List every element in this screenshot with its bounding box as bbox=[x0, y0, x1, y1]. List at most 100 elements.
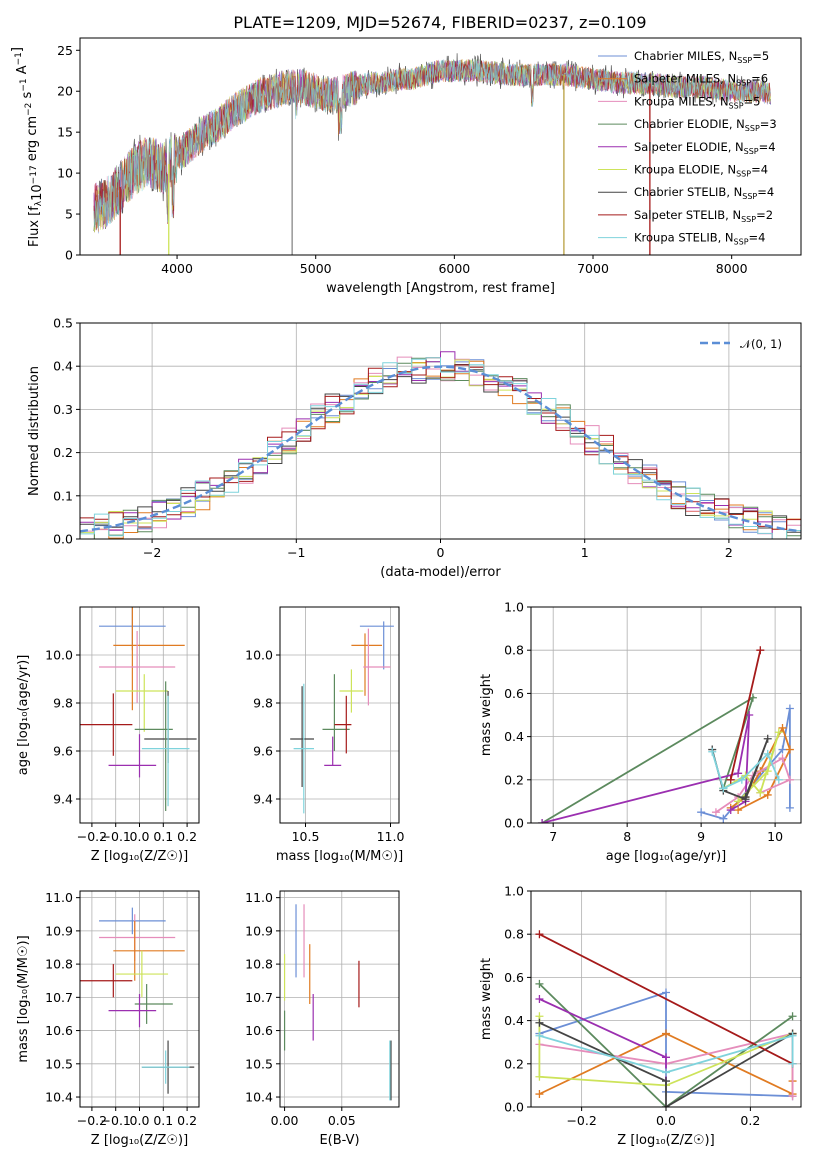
residuals-x-axis-label: (data-model)/error bbox=[380, 565, 501, 580]
legend-entry: Kroupa ELODIE, NSSP=4 bbox=[634, 163, 768, 179]
weight-marker bbox=[788, 1059, 797, 1068]
spectrum-y-label-part: erg cm bbox=[25, 116, 40, 165]
spectrum-y-axis-label: Flux [fλ10−17 erg cm−2 s−1 A−1] bbox=[10, 47, 45, 247]
weight-line-7 bbox=[538, 933, 794, 1065]
y-tick-label: 9.4 bbox=[253, 792, 273, 807]
weight-marker bbox=[662, 1103, 670, 1107]
x-tick-label: 7 bbox=[549, 829, 557, 844]
y-tick-label: 0.2 bbox=[53, 445, 73, 460]
x-tick-label: 9 bbox=[697, 829, 705, 844]
y-tick-label: 10.7 bbox=[45, 990, 73, 1005]
spectrum-plot-area bbox=[93, 53, 771, 255]
weight-marker bbox=[697, 808, 706, 817]
weight-marker bbox=[535, 1072, 544, 1081]
weight-marker bbox=[778, 723, 787, 732]
mass_weight_vs_age-plot-area bbox=[538, 646, 794, 823]
y-tick-label: 0.6 bbox=[504, 970, 524, 985]
y-tick-label: 0.0 bbox=[504, 1100, 524, 1115]
weight-marker bbox=[662, 1053, 670, 1062]
weight-marker bbox=[538, 819, 547, 823]
legend-entry: Salpeter ELODIE, NSSP=4 bbox=[634, 140, 776, 156]
y-tick-label: 9.6 bbox=[53, 744, 73, 759]
y-tick-label: 10.0 bbox=[245, 648, 273, 663]
spectrum-line-8 bbox=[93, 59, 771, 229]
age_vs_Z-y-axis-label: age [log₁₀(age/yr)] bbox=[16, 655, 31, 776]
legend-entry: Kroupa MILES, NSSP=5 bbox=[634, 94, 760, 110]
x-tick-label: 0.1 bbox=[153, 829, 173, 844]
weight-line-5 bbox=[538, 1016, 793, 1087]
x-tick-label: 0.2 bbox=[177, 1113, 197, 1128]
weight-marker bbox=[756, 646, 765, 655]
x-tick-label: 11.0 bbox=[377, 829, 405, 844]
x-tick-label: 0.2 bbox=[740, 1113, 760, 1128]
spectrum-y-label-part: 10 bbox=[30, 184, 45, 201]
legend-entry: Chabrier MILES, NSSP=5 bbox=[634, 49, 769, 65]
y-tick-label: 10.0 bbox=[45, 648, 73, 663]
x-tick-label: 6000 bbox=[438, 261, 470, 276]
y-tick-label: 0.8 bbox=[504, 927, 524, 942]
legend-entry: Salpeter MILES, NSSP=6 bbox=[634, 72, 768, 88]
x-tick-label: 2 bbox=[725, 545, 733, 560]
y-tick-label: 0.2 bbox=[504, 1056, 524, 1071]
y-tick-label: 9.8 bbox=[53, 696, 73, 711]
spectrum-y-label-part: −17 bbox=[29, 165, 39, 184]
weight-marker bbox=[535, 1090, 544, 1099]
weight-marker bbox=[535, 930, 544, 939]
y-tick-label: 9.8 bbox=[253, 696, 273, 711]
weight-line-0 bbox=[539, 991, 793, 1098]
x-tick-label: −0.1 bbox=[101, 829, 131, 844]
x-tick-label: 8 bbox=[623, 829, 631, 844]
x-tick-label: −0.1 bbox=[101, 1113, 131, 1128]
weight-marker bbox=[734, 797, 743, 806]
y-tick-label: 10.6 bbox=[45, 1023, 73, 1038]
x-tick-label: 0.2 bbox=[177, 829, 197, 844]
y-tick-label: 10.9 bbox=[245, 923, 273, 938]
weight-marker bbox=[719, 814, 728, 823]
mass_vs_EBV-grid bbox=[280, 891, 399, 1107]
legend-entry: Kroupa STELIB, NSSP=4 bbox=[634, 231, 765, 247]
y-tick-label: 11.0 bbox=[45, 890, 73, 905]
age_vs_mass-x-axis-label: mass [log₁₀(M/M☉)] bbox=[276, 849, 403, 864]
spectrum-y-label-part: A bbox=[15, 65, 30, 78]
x-tick-label: 4000 bbox=[161, 261, 193, 276]
y-tick-label: 9.4 bbox=[53, 792, 73, 807]
y-tick-label: 0.0 bbox=[53, 532, 73, 547]
weight-marker bbox=[788, 1031, 797, 1040]
weight-marker bbox=[785, 803, 794, 812]
weight-marker bbox=[763, 767, 772, 776]
x-tick-label: 0.0 bbox=[130, 829, 150, 844]
mass_vs_Z-plot-area bbox=[80, 907, 195, 1094]
mass_weight_vs_age-y-axis-label: mass weight bbox=[479, 674, 494, 756]
residuals-plot-area bbox=[80, 351, 801, 539]
x-tick-label: −2 bbox=[143, 545, 161, 560]
x-tick-label: −1 bbox=[287, 545, 305, 560]
age_vs_Z-x-axis-label: Z [log₁₀(Z/Z☉)] bbox=[91, 849, 188, 864]
x-tick-label: 0.00 bbox=[271, 1113, 299, 1128]
weight-marker bbox=[785, 775, 794, 784]
y-tick-label: 0 bbox=[65, 248, 73, 263]
weight-marker bbox=[662, 988, 670, 997]
weight-marker bbox=[785, 704, 794, 713]
spectrum-y-label-part: Flux [f bbox=[27, 206, 42, 247]
spectrum-panel: 4000 5000 6000 7000 8000 0 5 10 15 20 25 wavelength… bbox=[10, 37, 802, 296]
y-tick-label: 10.8 bbox=[45, 957, 73, 972]
y-tick-label: 20 bbox=[57, 84, 73, 99]
x-tick-label: 8000 bbox=[716, 261, 748, 276]
legend-entry: 𝒩(0, 1) bbox=[740, 337, 782, 351]
mass_weight_vs_age-x-axis-label: age [log₁₀(age/yr)] bbox=[606, 849, 727, 864]
x-tick-label: 1 bbox=[581, 545, 589, 560]
weight-marker bbox=[788, 1012, 797, 1021]
mass_weight_vs_age-panel: 7 8 9 10 0.0 0.2 0.4 0.6 0.8 1.0 age [log₁₀(age/yr… bbox=[479, 600, 802, 864]
y-tick-label: 15 bbox=[57, 125, 73, 140]
weight-marker bbox=[535, 979, 544, 988]
weight-marker bbox=[726, 775, 735, 784]
mass_weight_vs_Z-plot-area bbox=[535, 930, 797, 1107]
weight-line-6 bbox=[539, 1021, 794, 1107]
legend-entry: Chabrier STELIB, NSSP=4 bbox=[634, 185, 774, 201]
weight-marker bbox=[711, 808, 720, 817]
y-tick-label: 1.0 bbox=[504, 884, 524, 899]
spectrum-y-label-part: −1 bbox=[19, 78, 29, 91]
weight-line-3 bbox=[541, 695, 755, 823]
spectrum-y-label-part: ] bbox=[10, 47, 25, 52]
y-tick-label: 25 bbox=[57, 43, 73, 58]
